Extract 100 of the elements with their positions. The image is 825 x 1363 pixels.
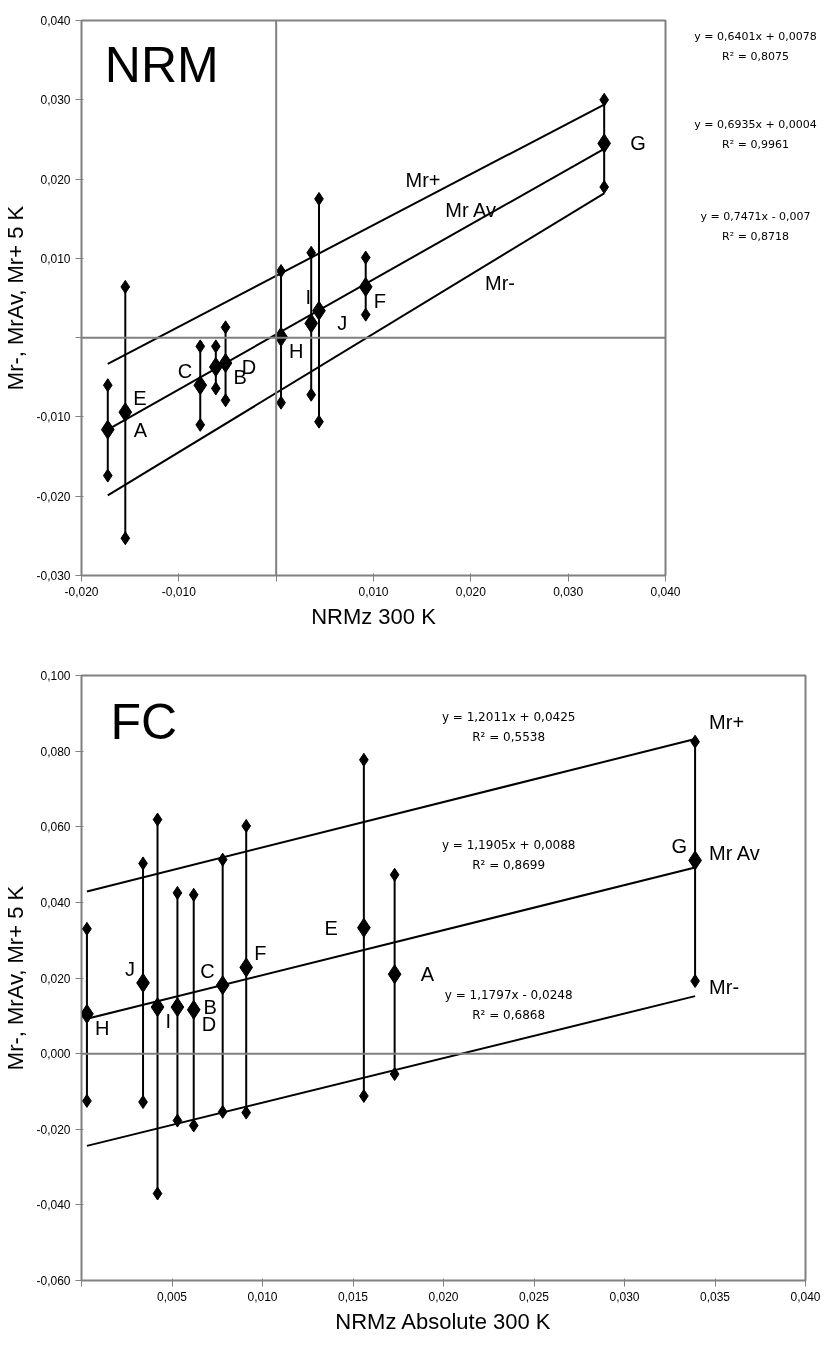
annotation: E xyxy=(133,387,147,410)
point xyxy=(304,313,319,334)
x-tick-label: 0,015 xyxy=(337,1289,369,1304)
x-tick-label: 0,020 xyxy=(428,1289,459,1304)
x-tick-label: 0,035 xyxy=(699,1289,731,1304)
text: y = 0,6935x + 0,0004 xyxy=(694,117,817,131)
annotation: E xyxy=(324,916,338,939)
series-label: Mr- xyxy=(484,271,515,294)
point xyxy=(215,975,230,996)
annotation: I xyxy=(165,1010,172,1033)
text: y = 0,6401x + 0,0078 xyxy=(694,29,817,43)
point xyxy=(186,999,201,1020)
point xyxy=(306,387,317,402)
annotation: y = 1,1905x + 0,0088 xyxy=(441,837,576,852)
point xyxy=(360,250,371,265)
annotation: F xyxy=(254,942,267,965)
annotation: R² = 0,5538 xyxy=(472,729,546,744)
point xyxy=(120,531,131,546)
annotation: G xyxy=(630,132,646,155)
x-tick-label: 0,030 xyxy=(553,584,584,599)
series-label: Mr+ xyxy=(405,169,441,192)
annotation: H xyxy=(94,1016,110,1039)
y-axis-title: Mr-, MrAv, Mr+ 5 K xyxy=(3,205,29,391)
annotation: C xyxy=(177,360,193,383)
text: R² = 0,8718 xyxy=(722,230,789,244)
point xyxy=(102,468,113,483)
annotation: R² = 0,8699 xyxy=(472,857,546,872)
y-tick-label: -0,060 xyxy=(36,1274,71,1288)
y-tick-label: -0,040 xyxy=(36,1198,71,1213)
y-tick-label: 0,000 xyxy=(40,1047,71,1062)
x-tick-label: 0,010 xyxy=(247,1289,278,1304)
point xyxy=(220,320,231,335)
y-tick-label: 0,010 xyxy=(40,251,71,266)
point xyxy=(118,402,133,423)
annotation: A xyxy=(133,418,148,441)
x-tick-label: 0,020 xyxy=(455,584,487,599)
y-tick-label: -0,010 xyxy=(36,410,71,425)
annotation: A xyxy=(420,963,435,986)
point xyxy=(241,1105,252,1120)
chart-title: FC xyxy=(110,693,178,750)
point xyxy=(170,997,185,1018)
y-axis-title: Mr-, MrAv, Mr+ 5 K xyxy=(3,885,29,1071)
point xyxy=(210,339,221,354)
point xyxy=(195,339,206,354)
point xyxy=(120,279,131,294)
x-axis-title: NRMz Absolute 300 K xyxy=(335,1308,551,1334)
point xyxy=(239,957,254,978)
annotation: J xyxy=(337,312,348,335)
point xyxy=(152,1186,163,1201)
point xyxy=(597,133,612,154)
x-tick-label: -0,010 xyxy=(161,584,197,599)
text: R² = 0,8075 xyxy=(722,49,789,63)
point xyxy=(172,885,183,900)
point xyxy=(306,245,317,260)
y-tick-label: 0,100 xyxy=(40,669,71,683)
x-axis-title: NRMz 300 K xyxy=(311,603,437,629)
series-label: Mr Av xyxy=(709,841,760,864)
y-tick-label: 0,040 xyxy=(40,895,71,910)
point xyxy=(220,393,231,408)
y-tick-label: 0,020 xyxy=(40,172,71,187)
y-tick-label: -0,020 xyxy=(36,489,71,504)
annotation: H xyxy=(289,339,304,362)
x-tick-label: -0,020 xyxy=(64,584,99,599)
y-tick-label: 0,030 xyxy=(40,93,71,108)
point xyxy=(210,381,221,396)
point xyxy=(193,375,208,396)
point xyxy=(389,867,400,882)
point xyxy=(152,812,163,827)
point xyxy=(387,964,402,985)
x-tick-label: 0,005 xyxy=(156,1289,188,1304)
point xyxy=(360,307,371,322)
y-tick-label: 0,060 xyxy=(40,820,71,835)
text: R² = 0,9961 xyxy=(722,137,789,151)
point xyxy=(241,818,252,833)
y-tick-label: -0,030 xyxy=(36,569,71,583)
point xyxy=(150,997,165,1018)
annotation: R² = 0,6868 xyxy=(472,1008,546,1023)
series-label: Mr+ xyxy=(709,711,745,734)
y-tick-label: 0,080 xyxy=(40,744,71,759)
annotation: I xyxy=(305,285,311,308)
annotation: y = 1,2011x + 0,0425 xyxy=(441,709,576,724)
annotation: J xyxy=(125,957,136,980)
y-tick-label: 0,020 xyxy=(40,971,71,986)
annotation: F xyxy=(373,289,386,312)
point xyxy=(218,353,233,374)
point xyxy=(102,378,113,393)
point xyxy=(599,92,610,107)
chart-title: NRM xyxy=(104,37,219,94)
point xyxy=(100,419,115,440)
x-tick-label: 0,025 xyxy=(518,1289,550,1304)
point xyxy=(195,417,206,432)
annotation: y = 1,1797x - 0,0248 xyxy=(444,988,573,1003)
y-tick-label: -0,020 xyxy=(36,1122,71,1137)
x-tick-label: 0,010 xyxy=(358,584,389,599)
text: y = 0,7471x - 0,007 xyxy=(700,210,811,224)
point xyxy=(188,1118,199,1133)
x-tick-label: 0,030 xyxy=(609,1289,640,1304)
x-tick-label: 0,040 xyxy=(650,584,681,599)
annotation: G xyxy=(671,835,688,858)
x-tick-label: 0,040 xyxy=(790,1289,821,1304)
